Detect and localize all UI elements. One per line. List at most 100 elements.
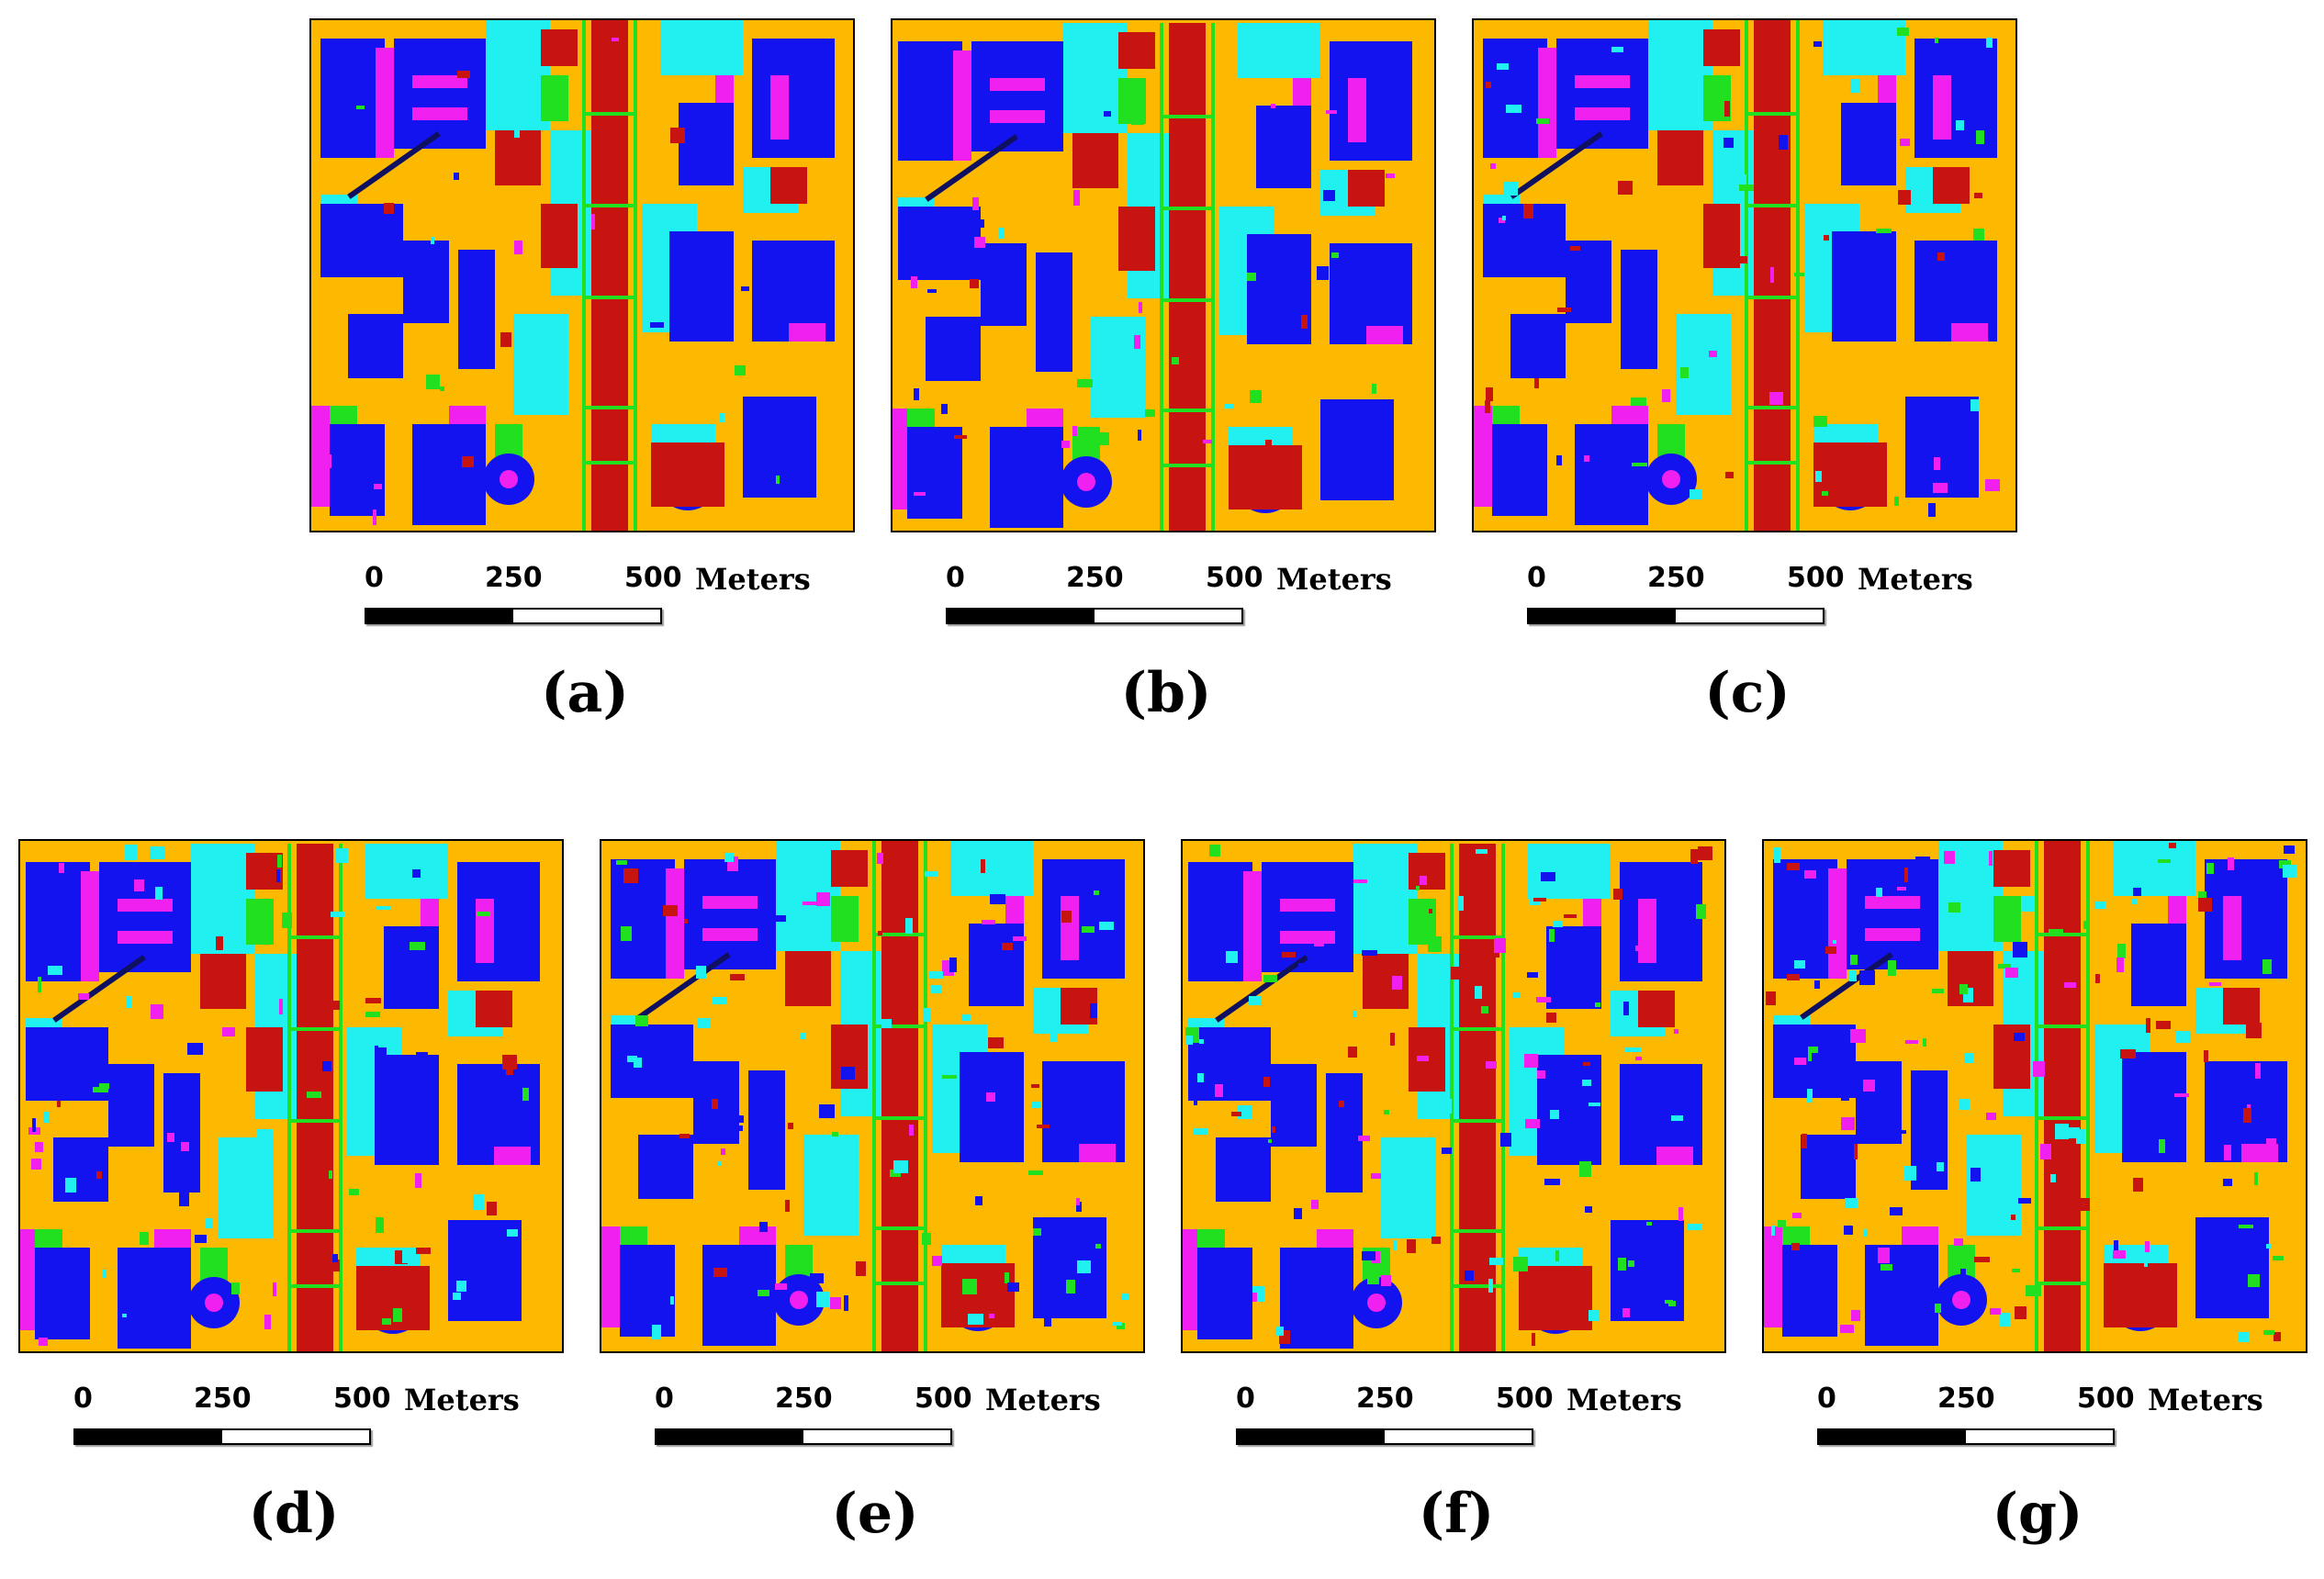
classification-speckle	[1985, 479, 2000, 491]
classification-speckle	[975, 219, 984, 228]
roof-accent	[449, 406, 486, 424]
classification-speckle	[603, 1229, 609, 1243]
scale-bar-graphic	[1236, 1428, 1533, 1445]
classification-speckle	[1486, 387, 1493, 401]
road-grid-line	[1450, 844, 1454, 1351]
classification-speckle	[972, 197, 979, 210]
roof-accent	[412, 75, 467, 88]
classification-speckle	[1859, 970, 1875, 985]
classification-speckle	[1974, 1257, 1990, 1262]
classification-speckle	[1185, 1036, 1193, 1045]
map-layer	[893, 23, 1412, 531]
classification-speckle	[2047, 1082, 2057, 1096]
roof-accent	[2223, 896, 2241, 960]
classification-map	[891, 18, 1436, 532]
classification-speckle	[78, 993, 89, 1000]
classification-speckle	[612, 38, 619, 41]
classification-speckle	[1970, 1168, 1981, 1181]
classification-speckle	[1935, 1304, 1941, 1313]
road-grid-line	[2086, 841, 2090, 1351]
road-grid-line	[634, 20, 637, 531]
classification-speckle	[1481, 1006, 1488, 1013]
road-grid-line	[2035, 933, 2090, 936]
red-patch	[476, 991, 512, 1027]
classification-speckle	[1583, 1062, 1590, 1066]
roof-accent	[1611, 406, 1648, 424]
building	[457, 862, 540, 981]
classification-speckle	[923, 1008, 931, 1022]
classification-speckle	[1095, 1244, 1101, 1249]
classification-speckle	[717, 1161, 721, 1166]
classification-speckle	[927, 289, 937, 293]
classification-speckle	[1611, 47, 1623, 52]
classification-speckle	[48, 966, 62, 975]
vegetation-patch	[660, 20, 743, 75]
road-grid-line	[872, 1226, 927, 1230]
classification-speckle	[2246, 1023, 2262, 1038]
classification-speckle	[1956, 120, 1964, 130]
building	[394, 39, 486, 149]
roof-accent	[412, 107, 467, 120]
classification-speckle	[1871, 151, 1879, 162]
classification-speckle	[914, 492, 926, 496]
road-edge	[1510, 131, 1603, 199]
building	[2195, 1217, 2269, 1318]
classification-speckle	[1822, 491, 1828, 496]
classification-speckle	[456, 1281, 466, 1292]
classification-speckle	[1475, 986, 1482, 999]
classification-speckle	[1998, 964, 2011, 969]
classification-speckle	[1138, 430, 1141, 441]
classification-speckle	[1794, 960, 1805, 969]
classification-map-svg	[20, 844, 540, 1351]
classification-speckle	[878, 931, 882, 935]
classification-speckle	[365, 998, 381, 1003]
scale-unit: Meters	[1276, 562, 1392, 597]
classification-speckle	[1442, 1148, 1452, 1154]
classification-speckle	[1099, 432, 1109, 445]
classification-speckle	[970, 279, 979, 288]
classification-speckle	[125, 845, 137, 860]
building	[1905, 397, 1979, 498]
classification-speckle	[409, 294, 416, 306]
classification-speckle	[2050, 1174, 2056, 1182]
building	[1847, 859, 1938, 969]
panel-label: (f)	[1418, 1482, 1495, 1546]
scale-tick-500: 500	[1496, 1383, 1554, 1415]
classification-speckle	[1194, 1099, 1197, 1105]
classification-map	[600, 839, 1145, 1353]
building	[620, 1245, 675, 1337]
road-grid-line	[1745, 461, 1800, 465]
red-patch	[1703, 204, 1740, 268]
classification-speckle	[1203, 440, 1212, 443]
building	[1510, 314, 1566, 378]
roof-accent	[376, 48, 394, 158]
building	[2205, 859, 2287, 979]
classification-speckle	[713, 1268, 727, 1277]
building	[907, 427, 962, 519]
road-grid-line	[582, 296, 637, 299]
classification-speckle	[937, 318, 952, 324]
road-grid-line	[1211, 23, 1215, 531]
classification-speckle	[2176, 1031, 2191, 1043]
classification-speckle	[416, 1052, 428, 1060]
classification-speckle	[1840, 1325, 1854, 1333]
building	[1556, 39, 1648, 149]
classification-speckle	[981, 859, 985, 873]
roof-accent	[1933, 75, 1951, 140]
classification-speckle	[2243, 1108, 2251, 1123]
classification-speckle	[1428, 936, 1442, 952]
classification-speckle	[952, 493, 960, 498]
classification-speckle	[495, 1077, 505, 1083]
scale-tick-250: 250	[194, 1383, 252, 1415]
scale-bar-black-segment	[1819, 1430, 1966, 1443]
classification-speckle	[1420, 876, 1427, 885]
building	[1492, 424, 1547, 516]
classification-speckle	[775, 1283, 787, 1290]
roof-accent	[990, 78, 1045, 91]
classification-speckle	[99, 1083, 109, 1089]
classification-speckle	[1824, 235, 1829, 241]
classification-speckle	[1209, 845, 1220, 857]
road-grid-line	[287, 935, 342, 939]
classification-map	[18, 839, 564, 1353]
scale-tick-500: 500	[1787, 562, 1845, 594]
